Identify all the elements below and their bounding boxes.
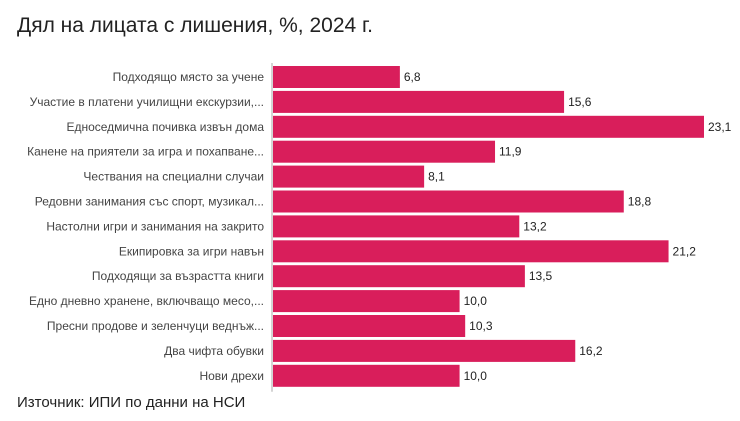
bar bbox=[273, 190, 624, 213]
data-label: 13,2 bbox=[523, 219, 547, 233]
data-label: 6,8 bbox=[404, 70, 421, 84]
data-label: 16,2 bbox=[579, 344, 603, 358]
bar bbox=[273, 66, 400, 88]
data-label: 10,0 bbox=[464, 294, 488, 308]
bar bbox=[273, 265, 525, 288]
data-label: 21,2 bbox=[673, 244, 697, 258]
data-label: 8,1 bbox=[428, 170, 445, 184]
category-label: Едноседмична почивка извън дома bbox=[66, 120, 264, 134]
category-label: Чествания на специални случаи bbox=[83, 170, 264, 184]
bar bbox=[273, 90, 565, 113]
bar bbox=[273, 215, 520, 238]
category-label: Настолни игри и занимания на закрито bbox=[46, 219, 264, 233]
category-label: Подходящо място за учене bbox=[113, 70, 265, 84]
data-label: 10,0 bbox=[464, 369, 488, 383]
category-label: Подходящи за възрастта книги bbox=[92, 269, 264, 283]
bar bbox=[273, 165, 425, 188]
category-label: Редовни занимания със спорт, музикал... bbox=[35, 195, 264, 209]
category-label: Участие в платени училищни екскурзии,... bbox=[30, 95, 264, 109]
category-label: Едно дневно хранене, включващо месо,... bbox=[29, 294, 264, 308]
category-label: Пресни продове и зеленчуци веднъж... bbox=[47, 319, 264, 333]
bar bbox=[273, 240, 669, 263]
data-label: 10,3 bbox=[469, 319, 493, 333]
bar bbox=[273, 115, 704, 138]
bar bbox=[273, 339, 576, 362]
category-label: Екипировка за игри навън bbox=[119, 244, 264, 258]
category-label: Два чифта обувки bbox=[164, 344, 264, 358]
data-label: 11,9 bbox=[499, 145, 522, 159]
bar bbox=[273, 290, 460, 313]
data-label: 23,1 bbox=[708, 120, 732, 134]
category-label: Нови дрехи bbox=[199, 369, 264, 383]
chart-title: Дял на лицата с лишения, %, 2024 г. bbox=[17, 14, 373, 37]
data-label: 18,8 bbox=[628, 195, 652, 209]
bar bbox=[273, 364, 460, 387]
data-label: 15,6 bbox=[568, 95, 592, 109]
bar bbox=[273, 315, 466, 337]
data-label: 13,5 bbox=[529, 269, 553, 283]
category-label: Канене на приятели за игра и похапване..… bbox=[27, 145, 264, 159]
chart-source: Източник: ИПИ по данни на НСИ bbox=[17, 394, 246, 411]
bar bbox=[273, 140, 496, 163]
